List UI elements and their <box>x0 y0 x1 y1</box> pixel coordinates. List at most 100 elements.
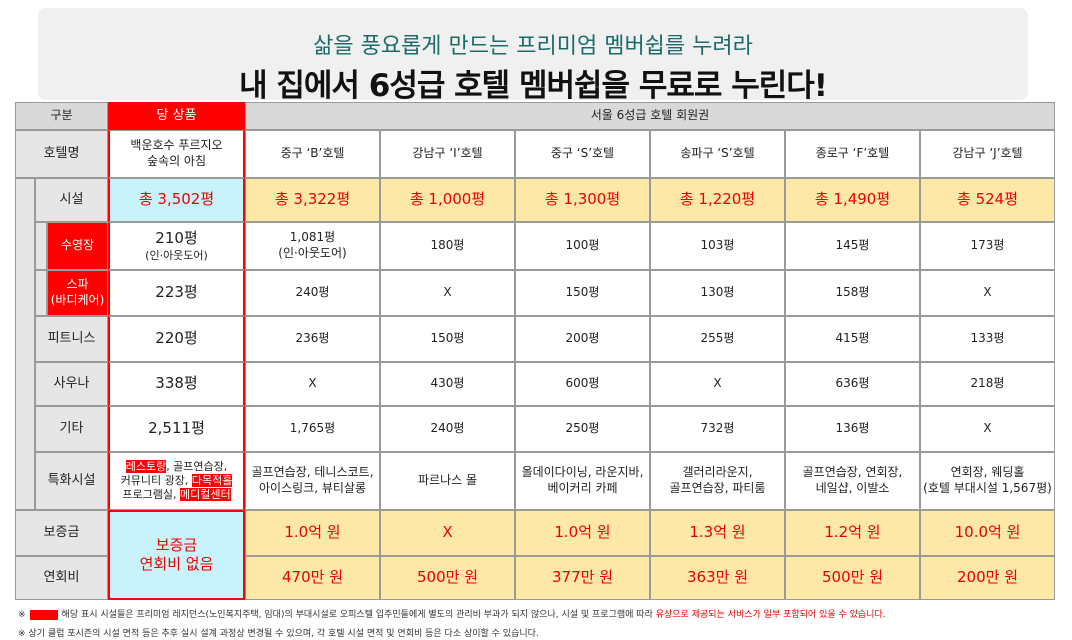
row-label: 시설 <box>35 178 108 222</box>
hotel-cell: 145평 <box>785 222 920 270</box>
cell-line: 200만 원 <box>957 568 1018 587</box>
cell-line: 갤러리라운지, <box>682 465 753 480</box>
hotel-cell: 10.0억 원 <box>920 510 1055 556</box>
cell-line: 수영장 <box>60 238 95 253</box>
cell-line: 보증금 <box>43 524 80 540</box>
cell-line: 연회장, 웨딩홀 <box>950 465 1025 480</box>
hotel-cell: 1.3억 원 <box>650 510 785 556</box>
hotel-cell: 200평 <box>515 316 650 362</box>
cell-line: 223평 <box>155 283 198 302</box>
hotel-cell: 중구 ‘B’호텔 <box>245 130 380 178</box>
cell-line: 백운호수 푸르지오 <box>130 138 223 153</box>
note-text: 해당 표시 시설들은 프리미엄 레지던스(노인복지주택, 임대)의 부대시설로 … <box>61 610 656 620</box>
hotel-cell: 총 1,490평 <box>785 178 920 222</box>
cell-line: 특화시설 <box>47 472 96 488</box>
product-cell: 2,511평 <box>108 406 245 452</box>
hotel-cell: 강남구 ‘J’호텔 <box>920 130 1055 178</box>
hotel-cell: 150평 <box>380 316 515 362</box>
cell-line: 10.0억 원 <box>954 523 1021 542</box>
row-label: 기타 <box>35 406 108 452</box>
hotel-cell: 총 3,322평 <box>245 178 380 222</box>
row-label: 호텔명 <box>15 130 108 178</box>
cell-line: 250평 <box>565 421 600 436</box>
header-box: 삶을 풍요롭게 만드는 프리미엄 멤버쉽를 누려라 내 집에서 6성급 호텔 멤… <box>38 8 1028 104</box>
hotel-cell: 1.0억 원 <box>245 510 380 556</box>
hotel-cell: 133평 <box>920 316 1055 362</box>
row-label: 보증금 <box>15 510 108 556</box>
cell-line: 보증금 <box>155 535 198 554</box>
cell-line: 218평 <box>970 376 1005 391</box>
hotel-cell: X <box>650 362 785 406</box>
hotel-cell: 100평 <box>515 222 650 270</box>
hotel-cell: 158평 <box>785 270 920 316</box>
note: ※ 상기 클럽 포시즌의 시설 면적 등은 추후 실시 설계 과정상 변경될 수… <box>18 626 539 639</box>
product-cell: 223평 <box>108 270 245 316</box>
cell-line: 130평 <box>700 285 735 300</box>
cell-line: 네일샵, 이발소 <box>815 481 890 495</box>
hotel-cell: X <box>920 270 1055 316</box>
cell-line: 총 1,300평 <box>544 190 621 209</box>
cell-line: 255평 <box>700 331 735 346</box>
cell-line: 올데이다이닝, 라운지바, <box>521 465 644 480</box>
hotel-cell: 중구 ‘S’호텔 <box>515 130 650 178</box>
hotel-cell: 180평 <box>380 222 515 270</box>
cell-line: 파르나스 몰 <box>417 473 477 488</box>
product-cell: 220평 <box>108 316 245 362</box>
cell-line: X <box>713 376 722 391</box>
row-label: 특화시설 <box>35 452 108 510</box>
cell-line: 133평 <box>970 331 1005 346</box>
hotel-cell: 갤러리라운지, 골프연습장, 파티룸 <box>650 452 785 510</box>
hotel-cell: 236평 <box>245 316 380 362</box>
cell-line: (인·아웃도어) <box>278 246 347 260</box>
cell-line: 220평 <box>155 329 198 348</box>
cell-line: 베이커리 카페 <box>547 481 618 495</box>
title: 내 집에서 6성급 호텔 멤버쉽을 무료로 누린다! <box>239 68 828 104</box>
hotel-cell: 연회장, 웨딩홀 (호텔 부대시설 1,567평) <box>920 452 1055 510</box>
hotel-cell: 600평 <box>515 362 650 406</box>
cell-line: 사우나 <box>53 375 90 391</box>
row-label: 사우나 <box>35 362 108 406</box>
cell-line: 총 3,502평 <box>138 190 215 209</box>
cell-line: 총 1,490평 <box>814 190 891 209</box>
hotel-cell: 1.2억 원 <box>785 510 920 556</box>
cell-line: 연회비 <box>43 569 80 585</box>
cell-line: 430평 <box>430 376 465 391</box>
hotel-cell: X <box>920 406 1055 452</box>
hotel-cell: 총 1,000평 <box>380 178 515 222</box>
hotel-cell: 250평 <box>515 406 650 452</box>
hotel-cell: 377만 원 <box>515 556 650 600</box>
cell-line: 240평 <box>430 421 465 436</box>
cell-line: 기타 <box>59 420 84 436</box>
cell-line: 종로구 ‘F’호텔 <box>815 146 890 161</box>
hotel-cell: 255평 <box>650 316 785 362</box>
product-cell: 210평 (인·아웃도어) <box>108 222 245 270</box>
label-strip <box>15 178 35 510</box>
label-indent <box>35 270 47 316</box>
hotel-cell: 470만 원 <box>245 556 380 600</box>
note-mark: ※ <box>18 629 26 639</box>
cell-line: 210평 <box>155 229 198 248</box>
cell-line: 180평 <box>430 238 465 253</box>
cell-line: 연회비 없음 <box>139 555 214 573</box>
label-indent <box>35 222 47 270</box>
cell-line: 145평 <box>835 238 870 253</box>
hotel-cell: 636평 <box>785 362 920 406</box>
hotel-cell: 총 524평 <box>920 178 1055 222</box>
cell-line: X <box>308 376 317 391</box>
hotel-cell: 240평 <box>380 406 515 452</box>
cell-line: 커뮤니티 광장, 다목적홀 <box>121 473 233 488</box>
cell-line: 1,081평 <box>289 230 336 245</box>
cell-line: (인·아웃도어) <box>145 248 208 262</box>
hotel-cell: 363만 원 <box>650 556 785 600</box>
cell-line: 1.0억 원 <box>284 523 341 542</box>
cell-line: 아이스링크, 뷰티살롱 <box>259 481 366 495</box>
header-cell: 당 상품 <box>108 102 245 130</box>
cell-line: 363만 원 <box>687 568 748 587</box>
cell-line: 숲속의 아침 <box>146 154 206 168</box>
cell-line: 스파 <box>66 277 89 292</box>
cell-segment: , 골프연습장, <box>166 459 228 473</box>
cell-line: 415평 <box>835 331 870 346</box>
cell-line: 732평 <box>700 421 735 436</box>
